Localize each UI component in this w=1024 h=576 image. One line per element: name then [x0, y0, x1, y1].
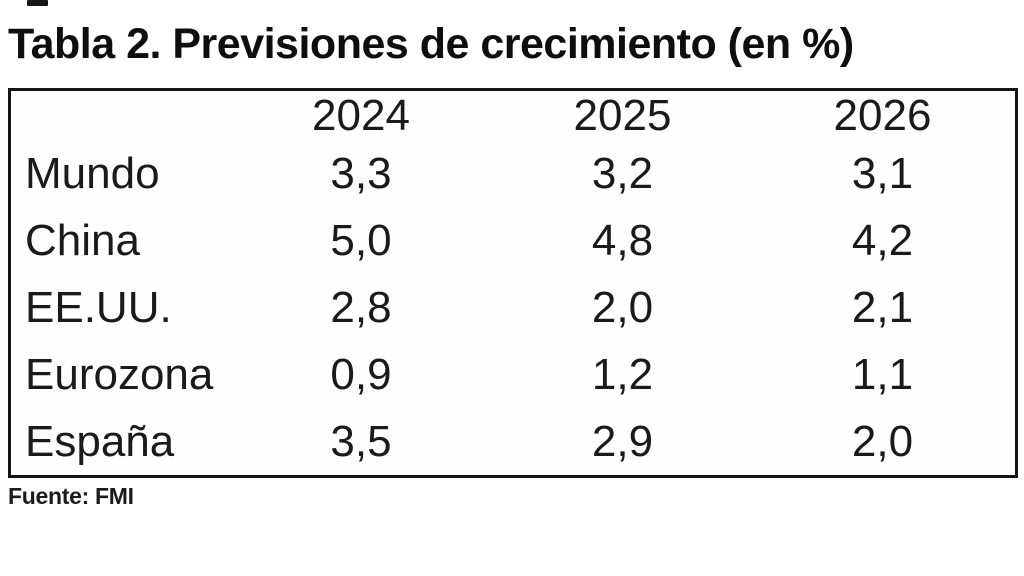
table-row: Eurozona 0,9 1,2 1,1	[11, 341, 1015, 408]
cell-value: 2,0	[851, 416, 914, 466]
cell-value: 1,2	[591, 349, 654, 399]
cell-value: 2,8	[330, 282, 392, 332]
table-title: Tabla 2. Previsiones de crecimiento (en …	[8, 20, 854, 68]
cell-value: 4,2	[851, 216, 914, 266]
row-label: Mundo	[25, 149, 160, 199]
row-label: España	[25, 416, 175, 466]
cell-value: 3,1	[851, 149, 914, 199]
header-row: 2024 2025 2026	[11, 91, 1015, 141]
row-label: EE.UU.	[25, 282, 172, 332]
cell-value: 3,3	[330, 149, 392, 199]
table-row: China 5,0 4,8 4,2	[11, 208, 1015, 275]
table-row: EE.UU. 2,8 2,0 2,1	[11, 275, 1015, 342]
corner-cell	[11, 91, 227, 141]
cell-value: 1,1	[851, 349, 914, 399]
cell-value: 2,1	[851, 282, 914, 332]
cell-value: 2,9	[591, 416, 654, 466]
year-column-header: 2024	[312, 91, 410, 140]
source-note: Fuente: FMI	[8, 483, 134, 509]
year-column-header: 2026	[833, 91, 932, 140]
cell-value: 4,8	[591, 216, 654, 266]
cell-value: 3,2	[591, 149, 654, 199]
cell-value: 2,0	[591, 282, 654, 332]
table-row: España 3,5 2,9 2,0	[11, 408, 1015, 475]
row-label: Eurozona	[25, 349, 214, 399]
year-column-header: 2025	[573, 91, 672, 140]
crop-artifact-mark	[27, 0, 48, 6]
forecast-table: 2024 2025 2026 Mundo 3,3 3,2 3,1 China 5…	[11, 91, 1015, 475]
cell-value: 3,5	[330, 416, 392, 466]
table-row: Mundo 3,3 3,2 3,1	[11, 141, 1015, 208]
cell-value: 5,0	[330, 216, 392, 266]
forecast-table-frame: 2024 2025 2026 Mundo 3,3 3,2 3,1 China 5…	[8, 88, 1018, 478]
row-label: China	[25, 216, 140, 266]
cell-value: 0,9	[330, 349, 392, 399]
